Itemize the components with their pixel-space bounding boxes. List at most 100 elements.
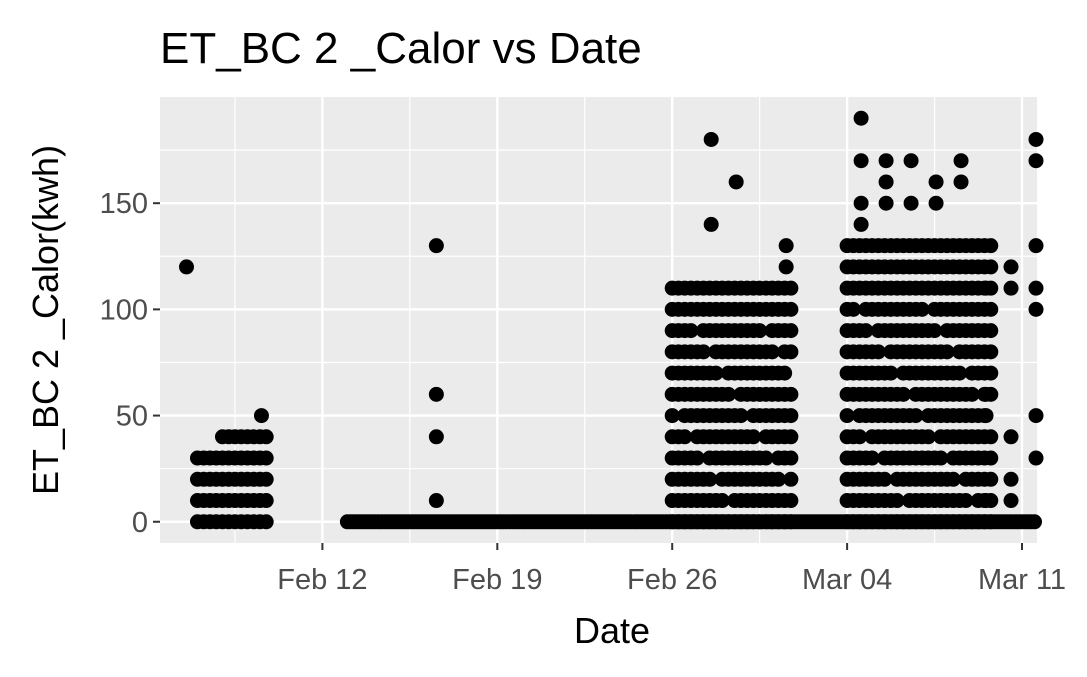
data-point bbox=[914, 301, 930, 317]
data-point bbox=[883, 365, 899, 381]
data-point bbox=[1028, 238, 1044, 254]
data-point bbox=[764, 344, 780, 360]
data-point bbox=[770, 471, 786, 487]
data-point bbox=[983, 238, 999, 254]
data-point bbox=[853, 195, 869, 211]
data-point bbox=[677, 429, 693, 445]
data-point bbox=[664, 408, 680, 424]
x-tick-label: Mar 04 bbox=[802, 564, 892, 596]
data-point bbox=[928, 195, 944, 211]
data-point bbox=[889, 493, 905, 509]
data-point bbox=[1003, 429, 1019, 445]
data-point bbox=[927, 323, 943, 339]
data-point bbox=[864, 450, 880, 466]
data-point bbox=[1028, 408, 1044, 424]
data-point bbox=[845, 301, 861, 317]
data-point bbox=[702, 471, 718, 487]
data-point bbox=[939, 344, 955, 360]
data-point bbox=[428, 493, 444, 509]
chart-title: ET_BC 2 _Calor vs Date bbox=[160, 24, 642, 73]
data-point bbox=[783, 493, 799, 509]
data-point bbox=[720, 386, 736, 402]
data-point bbox=[878, 153, 894, 169]
data-point bbox=[1028, 301, 1044, 317]
data-point bbox=[983, 450, 999, 466]
data-point bbox=[952, 365, 968, 381]
data-point bbox=[1003, 259, 1019, 275]
data-point bbox=[983, 365, 999, 381]
data-point bbox=[783, 471, 799, 487]
data-point bbox=[258, 450, 274, 466]
data-point bbox=[964, 386, 980, 402]
data-point bbox=[778, 259, 794, 275]
data-point bbox=[258, 471, 274, 487]
data-point bbox=[783, 280, 799, 296]
data-point bbox=[852, 429, 868, 445]
data-point bbox=[853, 153, 869, 169]
data-point bbox=[695, 344, 711, 360]
data-point bbox=[777, 365, 793, 381]
data-point bbox=[978, 386, 994, 402]
data-point bbox=[714, 493, 730, 509]
data-point bbox=[983, 323, 999, 339]
data-point bbox=[783, 408, 799, 424]
x-tick-label: Feb 19 bbox=[452, 564, 542, 596]
data-point bbox=[783, 301, 799, 317]
data-point bbox=[703, 131, 719, 147]
data-point bbox=[858, 323, 874, 339]
data-point bbox=[978, 280, 994, 296]
data-point bbox=[708, 365, 724, 381]
data-point bbox=[783, 344, 799, 360]
data-point bbox=[1028, 280, 1044, 296]
data-point bbox=[745, 429, 761, 445]
data-point bbox=[783, 450, 799, 466]
data-point bbox=[983, 301, 999, 317]
data-point bbox=[178, 259, 194, 275]
data-points bbox=[178, 110, 1044, 530]
x-tick-label: Feb 12 bbox=[277, 564, 367, 596]
data-point bbox=[783, 323, 799, 339]
data-point bbox=[908, 408, 924, 424]
x-axis-title: Date bbox=[574, 610, 650, 651]
data-point bbox=[683, 323, 699, 339]
x-tick-label: Mar 11 bbox=[978, 564, 1066, 596]
data-point bbox=[689, 450, 705, 466]
data-point bbox=[1003, 280, 1019, 296]
data-point bbox=[428, 429, 444, 445]
data-point bbox=[920, 429, 936, 445]
y-tick-label: 50 bbox=[116, 401, 148, 433]
data-point bbox=[953, 153, 969, 169]
data-point bbox=[1028, 153, 1044, 169]
data-point bbox=[983, 429, 999, 445]
data-point bbox=[703, 216, 719, 232]
data-point bbox=[853, 216, 869, 232]
data-point bbox=[783, 429, 799, 445]
data-point bbox=[258, 493, 274, 509]
data-point bbox=[839, 408, 855, 424]
data-point bbox=[258, 514, 274, 530]
data-point bbox=[903, 195, 919, 211]
data-point bbox=[978, 493, 994, 509]
data-point bbox=[258, 429, 274, 445]
data-point bbox=[928, 174, 944, 190]
data-point bbox=[1028, 450, 1044, 466]
data-point bbox=[1027, 514, 1043, 530]
data-point bbox=[733, 408, 749, 424]
x-tick-label: Feb 26 bbox=[627, 564, 717, 596]
data-point bbox=[878, 195, 894, 211]
data-point bbox=[877, 471, 893, 487]
data-point bbox=[878, 174, 894, 190]
data-point bbox=[870, 344, 886, 360]
data-point bbox=[428, 386, 444, 402]
data-point bbox=[983, 471, 999, 487]
x-axis-ticks: Feb 12 Feb 19 Feb 26 Mar 04 Mar 11 bbox=[277, 543, 1066, 596]
data-point bbox=[428, 238, 444, 254]
data-point bbox=[778, 238, 794, 254]
data-point bbox=[1003, 471, 1019, 487]
data-point bbox=[978, 408, 994, 424]
data-point bbox=[953, 174, 969, 190]
y-tick-label: 150 bbox=[100, 188, 148, 220]
data-point bbox=[1028, 131, 1044, 147]
data-point bbox=[983, 259, 999, 275]
